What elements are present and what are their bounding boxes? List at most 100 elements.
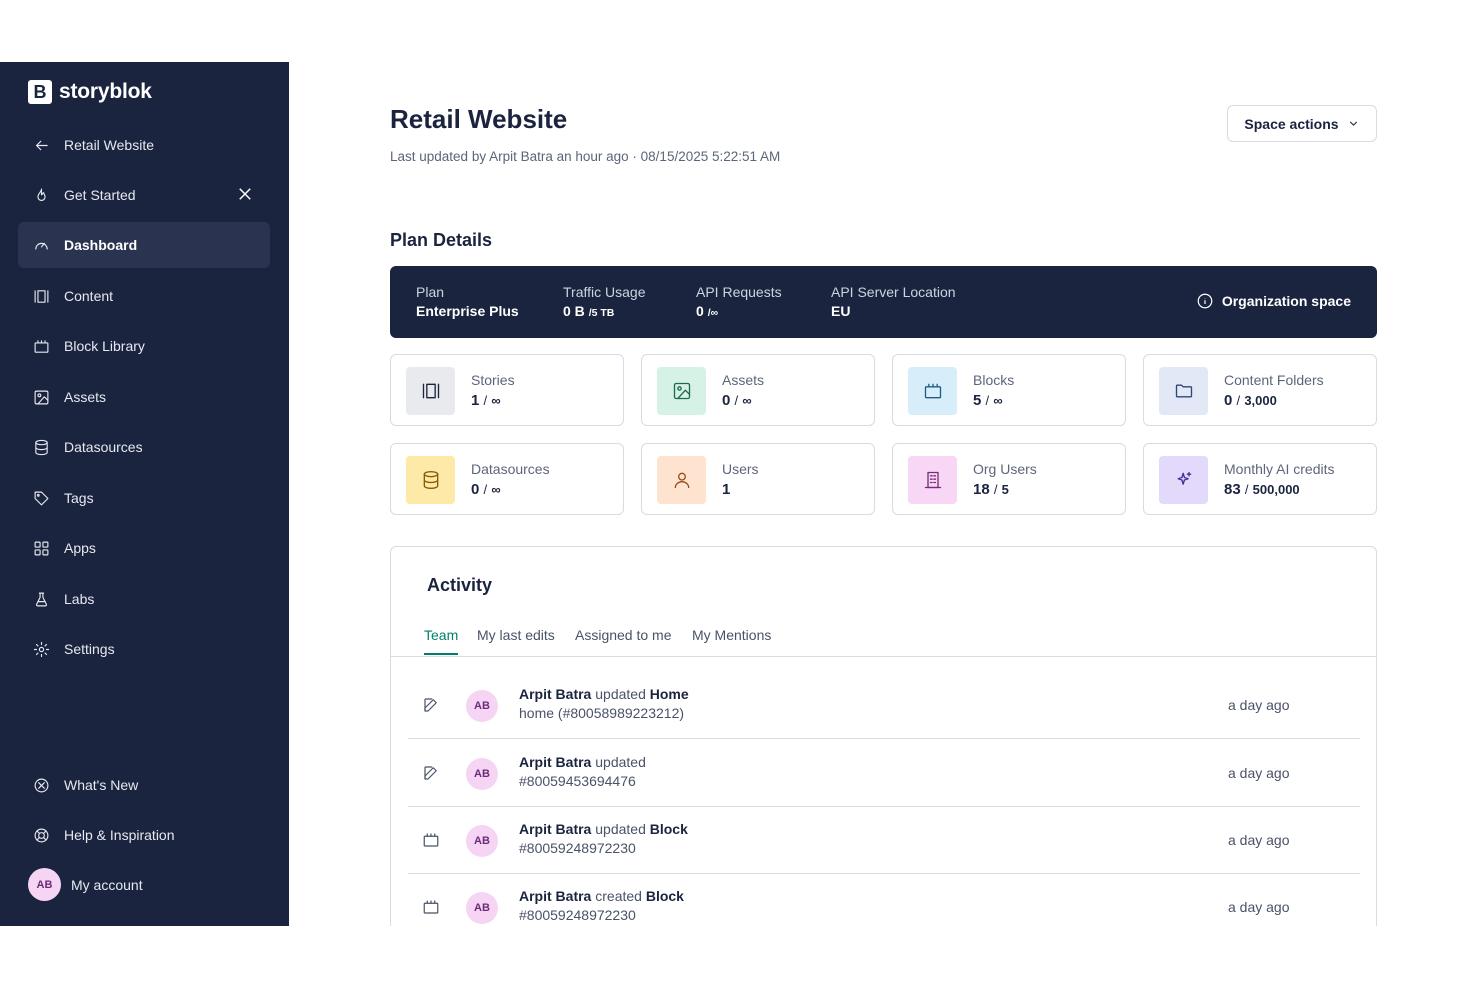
lifebuoy-icon: [32, 826, 50, 844]
tab-my-last-edits[interactable]: My last edits: [477, 627, 555, 643]
sidebar-item-label: Content: [64, 288, 114, 304]
stat-value: 0 / ∞: [722, 392, 752, 409]
stat-label: Stories: [471, 372, 515, 388]
avatar: AB: [466, 825, 498, 857]
activity-panel: Activity Team My last edits Assigned to …: [390, 546, 1377, 926]
tag-icon: [32, 489, 50, 507]
avatar: AB: [466, 758, 498, 790]
activity-row[interactable]: AB Arpit Batra created Block #8005924897…: [408, 874, 1360, 926]
edit-icon: [422, 764, 440, 782]
activity-row[interactable]: AB Arpit Batra updated Block #8005924897…: [408, 807, 1360, 874]
sidebar-item-back-retail-website[interactable]: Retail Website: [18, 122, 270, 168]
sidebar-item-label: Help & Inspiration: [64, 827, 175, 843]
last-updated-text: Last updated by Arpit Batra an hour ago …: [390, 149, 781, 164]
stat-card-assets[interactable]: Assets 0 / ∞: [641, 354, 875, 426]
activity-title: Activity: [427, 575, 493, 595]
sidebar-item-apps[interactable]: Apps: [18, 525, 270, 571]
stat-label: Org Users: [973, 461, 1037, 477]
stat-card-datasources[interactable]: Datasources 0 / ∞: [390, 443, 624, 515]
stat-card-blocks[interactable]: Blocks 5 / ∞: [892, 354, 1126, 426]
space-actions-label: Space actions: [1244, 115, 1339, 132]
tab-team[interactable]: Team: [424, 627, 459, 655]
sidebar-item-assets[interactable]: Assets: [18, 374, 270, 420]
flame-icon: [32, 186, 50, 204]
sidebar-item-help[interactable]: Help & Inspiration: [18, 812, 270, 858]
activity-row[interactable]: AB Arpit Batra updated Home home (#80058…: [408, 672, 1360, 739]
stat-label: Blocks: [973, 372, 1015, 388]
traffic-usage-column: Traffic Usage 0 B /5 TB: [563, 284, 645, 319]
database-icon: [406, 456, 455, 504]
stat-value: 1: [722, 481, 731, 498]
tab-assigned-to-me[interactable]: Assigned to me: [575, 627, 672, 643]
sidebar-item-label: What's New: [64, 777, 139, 793]
stat-label: Users: [722, 461, 759, 477]
activity-row[interactable]: AB Arpit Batra updated #80059453694476 a…: [408, 740, 1360, 807]
sidebar: B storyblok Retail Website Get Started D…: [0, 62, 289, 926]
activity-detail: #80059248972230: [519, 840, 636, 856]
activity-detail: home (#80058989223212): [519, 705, 685, 721]
logo-mark-icon: B: [28, 80, 52, 104]
sidebar-item-settings[interactable]: Settings: [18, 626, 270, 672]
activity-detail: #80059248972230: [519, 907, 636, 923]
main-content: Retail Website Last updated by Arpit Bat…: [289, 62, 1480, 926]
stat-label: Datasources: [471, 461, 550, 477]
organization-space[interactable]: Organization space: [1196, 292, 1351, 310]
stat-card-org-users[interactable]: Org Users 18 / 5: [892, 443, 1126, 515]
app-frame: B storyblok Retail Website Get Started D…: [0, 62, 1480, 926]
activity-detail: #80059453694476: [519, 773, 636, 789]
activity-time: a day ago: [1228, 899, 1290, 915]
arrow-left-icon: [32, 136, 50, 154]
stat-card-users[interactable]: Users 1: [641, 443, 875, 515]
activity-summary: Arpit Batra updated: [519, 754, 646, 770]
stat-value: 1 / ∞: [471, 392, 501, 409]
activity-time: a day ago: [1228, 697, 1290, 713]
stat-value: 83 / 500,000: [1224, 481, 1300, 498]
user-icon: [657, 456, 706, 504]
gauge-icon: [32, 236, 50, 254]
sidebar-item-label: Block Library: [64, 338, 145, 354]
stat-card-stories[interactable]: Stories 1 / ∞: [390, 354, 624, 426]
organization-space-label: Organization space: [1221, 293, 1351, 309]
storyblok-logo[interactable]: B storyblok: [28, 80, 152, 104]
api-requests-value: 0 /∞: [696, 303, 719, 319]
stat-value: 0 / ∞: [471, 481, 501, 498]
avatar: AB: [28, 868, 61, 901]
content-icon: [32, 287, 50, 305]
close-icon[interactable]: [236, 185, 254, 203]
stat-card-content-folders[interactable]: Content Folders 0 / 3,000: [1143, 354, 1377, 426]
stat-label: Monthly AI credits: [1224, 461, 1335, 477]
stat-value: 5 / ∞: [973, 392, 1003, 409]
plan-details-heading: Plan Details: [390, 230, 493, 250]
tab-my-mentions[interactable]: My Mentions: [692, 627, 772, 643]
stat-label: Content Folders: [1224, 372, 1324, 388]
image-icon: [657, 367, 706, 415]
space-actions-button[interactable]: Space actions: [1227, 105, 1377, 142]
activity-time: a day ago: [1228, 765, 1290, 781]
stat-value: 0 / 3,000: [1224, 392, 1277, 409]
sidebar-item-label: Assets: [64, 389, 107, 405]
sidebar-item-datasources[interactable]: Datasources: [18, 424, 270, 470]
my-account[interactable]: AB My account: [28, 868, 143, 901]
plan-column: Plan Enterprise Plus: [416, 284, 519, 319]
avatar: AB: [466, 690, 498, 722]
gear-icon: [32, 640, 50, 658]
sidebar-item-tags[interactable]: Tags: [18, 475, 270, 521]
info-icon: [1197, 293, 1213, 309]
sidebar-item-label: Get Started: [64, 187, 136, 203]
sidebar-item-dashboard[interactable]: Dashboard: [18, 222, 270, 268]
sidebar-item-whats-new[interactable]: What's New: [18, 762, 270, 808]
block-icon: [422, 831, 440, 849]
sidebar-item-label: Tags: [64, 490, 94, 506]
sparkle-icon: [1159, 456, 1208, 504]
sidebar-item-labs[interactable]: Labs: [18, 576, 270, 622]
block-icon: [422, 898, 440, 916]
stat-card-monthly-ai-credits[interactable]: Monthly AI credits 83 / 500,000: [1143, 443, 1377, 515]
sidebar-item-label: Retail Website: [64, 137, 155, 153]
block-icon: [32, 337, 50, 355]
sidebar-item-label: Labs: [64, 591, 95, 607]
sidebar-item-content[interactable]: Content: [18, 273, 270, 319]
activity-summary: Arpit Batra updated Block: [519, 821, 688, 837]
sidebar-item-block-library[interactable]: Block Library: [18, 323, 270, 369]
sidebar-item-get-started[interactable]: Get Started: [18, 172, 270, 218]
content-icon: [406, 367, 455, 415]
